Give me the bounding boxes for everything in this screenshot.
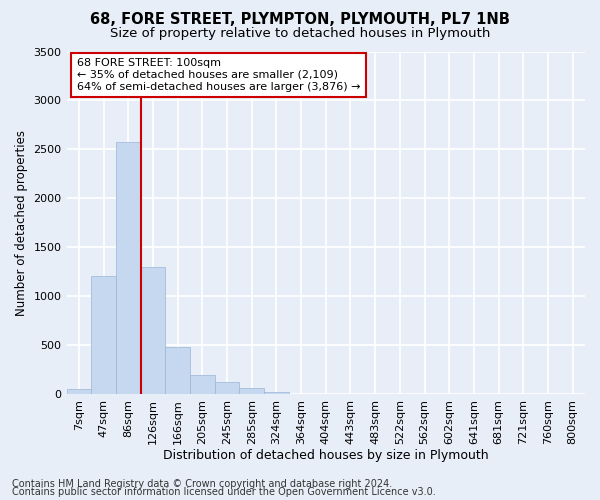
Y-axis label: Number of detached properties: Number of detached properties (15, 130, 28, 316)
Text: 68 FORE STREET: 100sqm
← 35% of detached houses are smaller (2,109)
64% of semi-: 68 FORE STREET: 100sqm ← 35% of detached… (77, 58, 361, 92)
Bar (165, 347, 190, 394)
Text: Contains HM Land Registry data © Crown copyright and database right 2024.: Contains HM Land Registry data © Crown c… (12, 479, 392, 489)
Bar (91, 276, 116, 394)
Text: Size of property relative to detached houses in Plymouth: Size of property relative to detached ho… (110, 28, 490, 40)
Bar (116, 142, 140, 394)
Bar (264, 392, 289, 394)
Text: Contains public sector information licensed under the Open Government Licence v3: Contains public sector information licen… (12, 487, 436, 497)
Bar (215, 382, 239, 394)
Bar (67, 389, 91, 394)
Text: 68, FORE STREET, PLYMPTON, PLYMOUTH, PL7 1NB: 68, FORE STREET, PLYMPTON, PLYMOUTH, PL7… (90, 12, 510, 28)
Bar (140, 267, 165, 394)
X-axis label: Distribution of detached houses by size in Plymouth: Distribution of detached houses by size … (163, 450, 488, 462)
Bar (190, 374, 215, 394)
Bar (239, 388, 264, 394)
